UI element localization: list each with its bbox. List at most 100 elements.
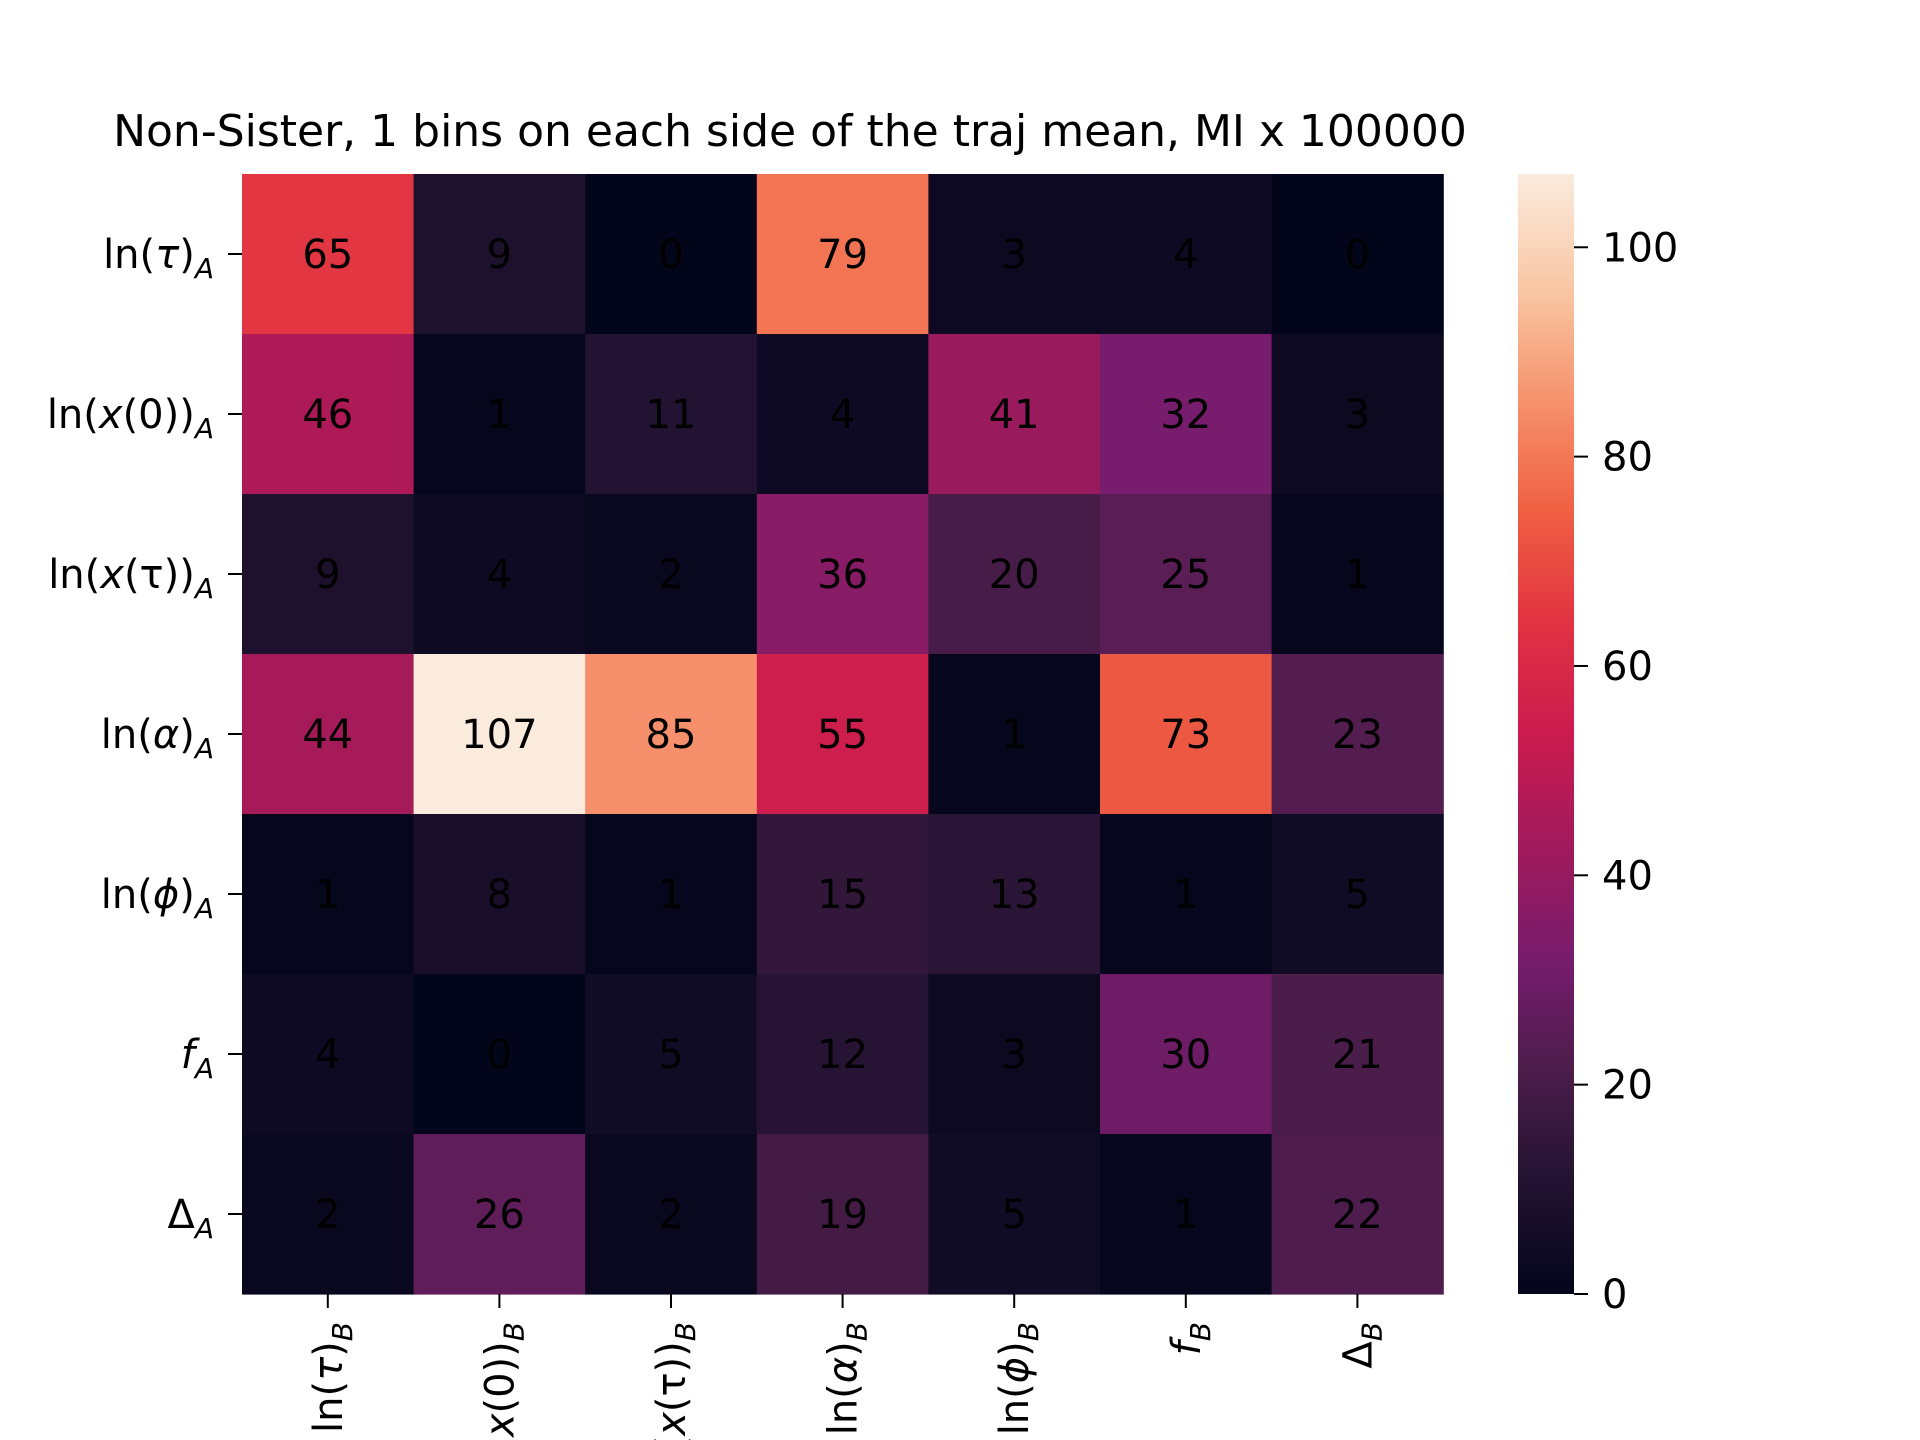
cell-value-label: 1	[487, 392, 512, 438]
cell-value-label: 1	[1345, 552, 1370, 598]
heatmap-cell	[585, 1134, 758, 1295]
heatmap-cell	[1100, 814, 1273, 975]
heatmap-cell	[756, 1134, 929, 1295]
heatmap-cell	[1100, 654, 1273, 815]
heatmap-cell	[928, 334, 1101, 495]
heatmap-cell	[1100, 334, 1273, 495]
cell-value-label: 4	[487, 552, 512, 598]
column-labels: ln(τ)B ln(x(0))B ln(x(τ))B ln(α)B ln(ϕ)B fB ΔB	[306, 1294, 1388, 1440]
row-label: ln(x(0))A	[47, 392, 214, 445]
row-label: ln(x(τ))A	[48, 552, 214, 605]
colorbar-gradient	[1518, 174, 1574, 1294]
heatmap-cell	[928, 1134, 1101, 1295]
colorbar-tick-label: 0	[1602, 1272, 1627, 1318]
column-label: fB	[1164, 1322, 1217, 1355]
colorbar-tick-label: 100	[1602, 225, 1678, 271]
column-label: ln(x(τ))B	[649, 1322, 702, 1440]
cell-value-label: 55	[817, 712, 868, 758]
colorbar-tick-label: 40	[1602, 853, 1653, 899]
cell-value-label: 2	[658, 1192, 683, 1238]
heatmap-cell	[1271, 974, 1444, 1135]
heatmap-cell	[928, 974, 1101, 1135]
cell-value-label: 85	[646, 712, 697, 758]
colorbar-tick-label: 20	[1602, 1063, 1653, 1109]
cell-value-label: 107	[461, 712, 537, 758]
cell-value-label: 5	[1345, 872, 1370, 918]
column-label: ln(τ)B	[306, 1322, 359, 1433]
heatmap-cell	[242, 174, 415, 335]
cell-value-label: 5	[1001, 1192, 1026, 1238]
column-label: ln(x(0))B	[477, 1322, 530, 1440]
heatmap-cell	[1271, 494, 1444, 655]
heatmap-cell	[242, 814, 415, 975]
row-label: ln(ϕ)A	[101, 872, 214, 925]
cell-value-label: 26	[474, 1192, 525, 1238]
cell-value-label: 46	[302, 392, 353, 438]
cell-value-label: 15	[817, 872, 868, 918]
heatmap-cell	[242, 974, 415, 1135]
cell-value-label: 1	[315, 872, 340, 918]
cell-value-label: 3	[1001, 232, 1026, 278]
cell-value-label: 19	[817, 1192, 868, 1238]
colorbar-tick-label: 60	[1602, 644, 1653, 690]
heatmap-cell	[242, 494, 415, 655]
heatmap-cell	[928, 814, 1101, 975]
cell-value-label: 2	[315, 1192, 340, 1238]
cell-value-label: 21	[1332, 1032, 1383, 1078]
heatmap-cell	[413, 334, 586, 495]
heatmap-cell	[1271, 174, 1444, 335]
heatmap-cell	[928, 174, 1101, 335]
heatmap-cell	[1100, 974, 1273, 1135]
cell-value-label: 32	[1160, 392, 1211, 438]
heatmap-cell	[756, 174, 929, 335]
heatmap-cell	[1100, 1134, 1273, 1295]
row-label: ln(α)A	[101, 712, 214, 765]
heatmap-cell	[585, 654, 758, 815]
row-labels: ln(τ)A ln(x(0))A ln(x(τ))A ln(α)A ln(ϕ)A fA ΔA	[47, 232, 242, 1245]
chart-title: Non-Sister, 1 bins on each side of the t…	[113, 106, 1467, 157]
heatmap-cell	[242, 654, 415, 815]
heatmap-cell	[1100, 494, 1273, 655]
cell-value-label: 73	[1160, 712, 1211, 758]
cell-value-label: 9	[487, 232, 512, 278]
heatmap-cell	[928, 654, 1101, 815]
cell-value-label: 0	[487, 1032, 512, 1078]
heatmap-cell	[585, 174, 758, 335]
cell-value-label: 1	[1001, 712, 1026, 758]
heatmap-cell	[242, 1134, 415, 1295]
cell-value-label: 5	[658, 1032, 683, 1078]
cell-value-label: 1	[658, 872, 683, 918]
cell-value-label: 1	[1173, 1192, 1198, 1238]
heatmap-cells: 65 9 0 79 3 4 046 1 11 4 41 32 39 4 2 36 20 25 144 107 85 55 1…	[242, 174, 1444, 1295]
cell-value-label: 4	[1173, 232, 1198, 278]
heatmap-cell	[413, 494, 586, 655]
cell-value-label: 36	[817, 552, 868, 598]
cell-value-label: 3	[1001, 1032, 1026, 1078]
heatmap-cell	[756, 814, 929, 975]
cell-value-label: 8	[487, 872, 512, 918]
cell-value-label: 12	[817, 1032, 868, 1078]
column-label: ln(α)B	[821, 1322, 874, 1435]
cell-value-label: 2	[658, 552, 683, 598]
cell-value-label: 0	[1345, 232, 1370, 278]
heatmap-cell	[756, 494, 929, 655]
cell-value-label: 30	[1160, 1032, 1211, 1078]
cell-value-label: 4	[830, 392, 855, 438]
cell-value-label: 65	[302, 232, 353, 278]
heatmap-cell	[585, 974, 758, 1135]
cell-value-label: 23	[1332, 712, 1383, 758]
heatmap-cell	[1100, 174, 1273, 335]
cell-value-label: 0	[658, 232, 683, 278]
colorbar: 0 20 40 60 80 100	[1518, 174, 1678, 1318]
cell-value-label: 79	[817, 232, 868, 278]
heatmap-cell	[1271, 334, 1444, 495]
heatmap-cell	[928, 494, 1101, 655]
heatmap-cell	[756, 974, 929, 1135]
column-label: ln(ϕ)B	[992, 1322, 1045, 1435]
heatmap-cell	[585, 334, 758, 495]
column-label: ΔB	[1335, 1322, 1388, 1369]
cell-value-label: 22	[1332, 1192, 1383, 1238]
heatmap-cell	[413, 1134, 586, 1295]
cell-value-label: 11	[646, 392, 697, 438]
